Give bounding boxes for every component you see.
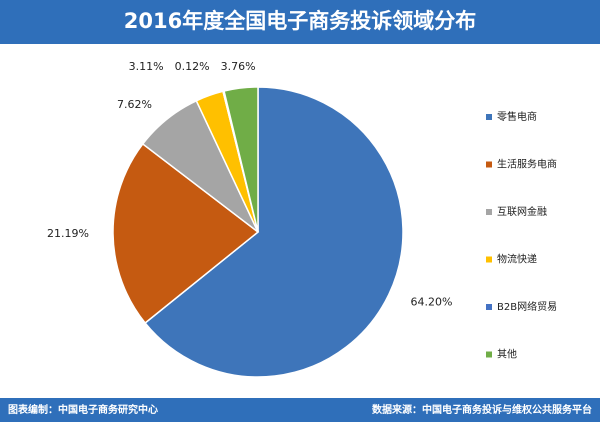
title-banner — [0, 0, 600, 44]
legend-swatch — [486, 209, 492, 215]
legend-swatch — [486, 304, 492, 310]
legend-label: 物流快递 — [497, 253, 537, 266]
data-label: 21.19% — [47, 227, 89, 240]
legend-swatch — [486, 161, 492, 168]
pie-slice — [112, 142, 260, 325]
footer-left: 图表编制：中国电子商务研究中心 — [8, 403, 158, 416]
footer-banner — [0, 398, 600, 422]
data-label: 0.12% — [175, 60, 210, 73]
legend-swatch — [486, 351, 492, 358]
legend-label: B2B网络贸易 — [497, 300, 557, 313]
chart-title: 2016年度全国电子商务投诉领域分布 — [124, 9, 476, 33]
legend-swatch — [486, 114, 492, 120]
legend-label: 零售电商 — [497, 110, 537, 123]
data-label: 64.20% — [410, 295, 452, 308]
pie-slice — [223, 86, 259, 233]
pie-slice — [144, 86, 404, 378]
data-label: 7.62% — [117, 98, 152, 111]
data-label: 3.76% — [221, 60, 256, 73]
footer-right: 数据来源：中国电子商务投诉与维权公共服务平台 — [372, 403, 592, 416]
legend-label: 生活服务电商 — [497, 158, 557, 171]
legend-label: 其他 — [497, 348, 517, 361]
legend-label: 互联网金融 — [497, 205, 547, 218]
legend-swatch — [486, 256, 492, 263]
data-label: 3.11% — [129, 60, 164, 73]
